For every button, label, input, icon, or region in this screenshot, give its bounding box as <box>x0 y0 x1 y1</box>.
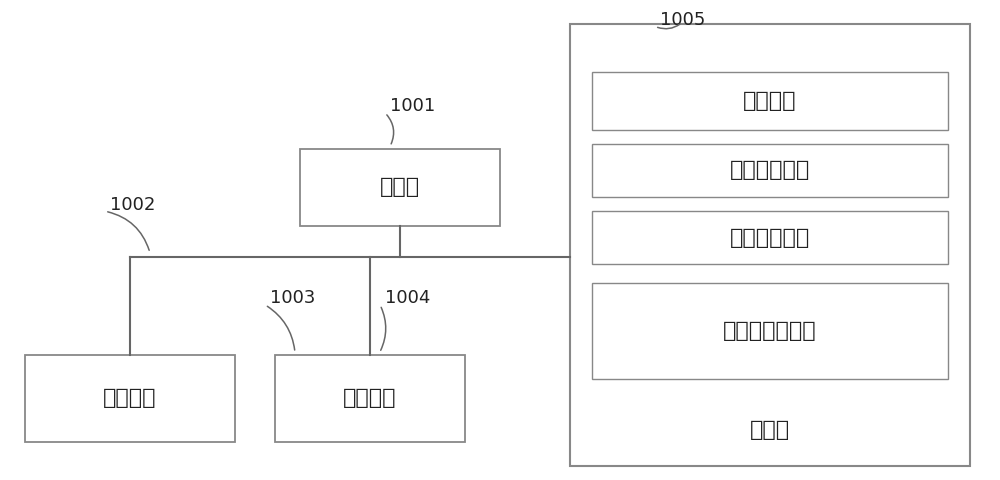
Bar <box>570 24 970 466</box>
Bar <box>592 144 948 197</box>
Text: 1001: 1001 <box>390 97 435 115</box>
Text: 1005: 1005 <box>660 11 705 29</box>
Text: 存储器: 存储器 <box>750 420 790 440</box>
Bar <box>275 355 465 442</box>
Text: 1003: 1003 <box>270 289 315 307</box>
Bar <box>592 211 948 264</box>
Text: 1004: 1004 <box>385 289 430 307</box>
Text: 处理器: 处理器 <box>380 177 420 197</box>
Bar <box>592 283 948 379</box>
Bar <box>592 72 948 130</box>
Bar <box>25 355 235 442</box>
Text: 操作系统: 操作系统 <box>743 91 797 111</box>
Text: 1002: 1002 <box>110 196 155 214</box>
Text: 网络通信模块: 网络通信模块 <box>730 160 810 180</box>
Text: 网络接口: 网络接口 <box>343 388 397 408</box>
Text: 用户接口模块: 用户接口模块 <box>730 228 810 248</box>
Bar <box>300 149 500 226</box>
Text: 用户接口: 用户接口 <box>103 388 157 408</box>
Text: 交互式训练程序: 交互式训练程序 <box>723 321 817 341</box>
